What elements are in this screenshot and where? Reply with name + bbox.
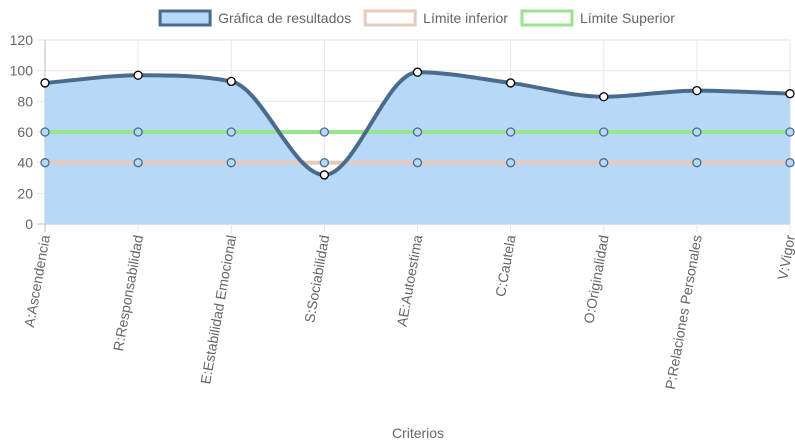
data-point[interactable] (505, 158, 516, 168)
data-point[interactable] (319, 158, 330, 168)
data-point[interactable] (785, 89, 795, 99)
data-point[interactable] (40, 158, 50, 168)
x-axis-ticks: A:Ascendencia R:Responsabilidad E:Estabili… (21, 233, 795, 390)
legend-swatch (520, 9, 574, 27)
data-point[interactable] (133, 70, 143, 80)
data-point[interactable] (412, 67, 423, 77)
data-point[interactable] (133, 127, 143, 137)
data-point[interactable] (133, 158, 143, 168)
data-point[interactable] (412, 158, 423, 168)
series-area-0 (45, 72, 790, 224)
data-point[interactable] (785, 158, 795, 168)
legend-label: Límite Superior (580, 10, 675, 26)
y-tick-label: 60 (17, 124, 33, 140)
data-point[interactable] (505, 78, 516, 88)
data-point[interactable] (319, 170, 330, 180)
data-point[interactable] (226, 158, 236, 168)
legend-item-2[interactable]: Límite Superior (520, 9, 675, 27)
y-axis-ticks: 0 20 40 60 80 100 120 (10, 32, 34, 232)
data-point[interactable] (599, 158, 609, 168)
data-point[interactable] (785, 127, 795, 137)
y-tick-label: 80 (17, 93, 33, 109)
x-tick-label: V:Vigor (774, 233, 795, 281)
x-tick-label: A:Ascendencia (21, 234, 53, 329)
data-point[interactable] (692, 127, 702, 137)
data-point[interactable] (412, 127, 423, 137)
legend-swatch (158, 9, 212, 27)
data-point[interactable] (692, 85, 702, 96)
x-axis-title: Criterios (392, 425, 444, 441)
legend-item-1[interactable]: Límite inferior (363, 9, 508, 27)
legend[interactable]: Gráfica de resultados Límite inferior Lími… (158, 9, 675, 27)
legend-label: Límite inferior (423, 10, 508, 26)
legend-item-0[interactable]: Gráfica de resultados (158, 9, 351, 27)
series-line-0 (43, 70, 792, 177)
data-point[interactable] (40, 78, 50, 88)
series-points[interactable] (40, 67, 795, 180)
data-point[interactable] (692, 158, 702, 168)
data-point[interactable] (40, 127, 50, 137)
x-tick-label: C:Cautela (492, 234, 519, 298)
data-point[interactable] (599, 92, 609, 102)
y-tick-label: 120 (10, 32, 34, 48)
y-tick-label: 100 (10, 63, 34, 79)
data-point[interactable] (599, 127, 609, 137)
legend-swatch (363, 9, 417, 27)
series-areas (45, 72, 790, 224)
x-tick-label: S:Sociabilidad (301, 234, 332, 324)
data-point[interactable] (505, 127, 516, 137)
y-tick-label: 40 (17, 155, 33, 171)
data-point[interactable] (226, 127, 236, 137)
y-tick-label: 20 (17, 185, 33, 201)
x-tick-label: P:Relaciones Personales (662, 234, 705, 391)
x-tick-label: AE:Autoestima (394, 234, 426, 328)
data-point[interactable] (226, 76, 236, 87)
x-tick-label: E:Estabilidad Emocional (197, 234, 239, 385)
x-tick-label: R:Responsabilidad (110, 234, 146, 353)
data-point[interactable] (319, 127, 330, 137)
legend-label: Gráfica de resultados (218, 10, 351, 26)
y-tick-label: 0 (25, 216, 33, 232)
x-tick-label: O:Originalidad (580, 234, 611, 325)
